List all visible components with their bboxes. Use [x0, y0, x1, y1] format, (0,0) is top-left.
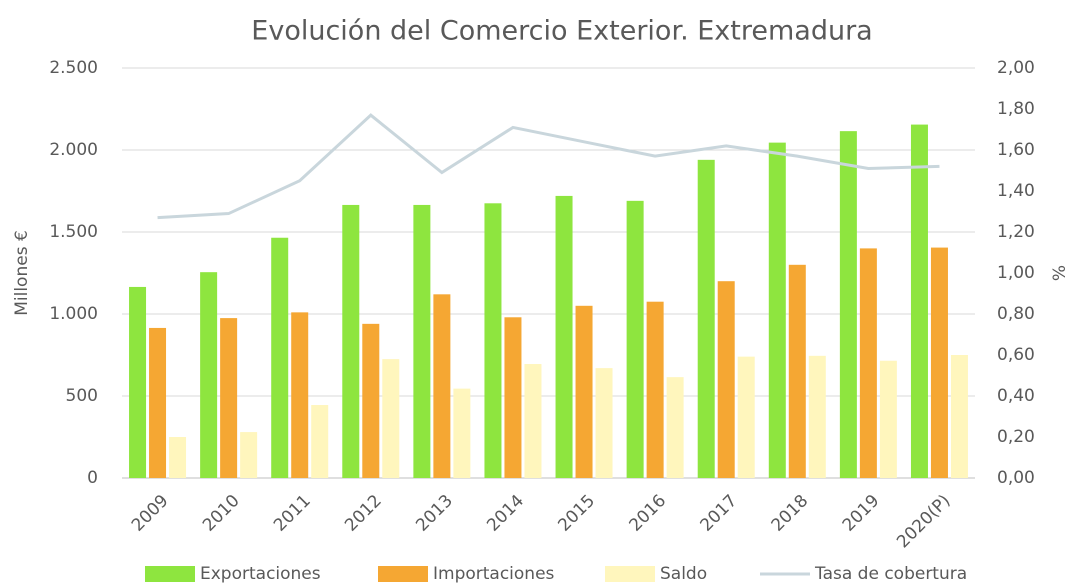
y2-tick-label: 0,40: [997, 386, 1035, 406]
x-tick-label: 2009: [128, 491, 173, 536]
bar: [910, 124, 928, 478]
x-tick-label: 2019: [839, 491, 884, 536]
bar: [271, 237, 289, 478]
y2-tick-label: 0,00: [997, 468, 1035, 488]
legend-label: Exportaciones: [200, 564, 321, 584]
y2-tick-label: 0,20: [997, 427, 1035, 447]
x-tick-label: 2014: [483, 491, 528, 536]
y-axis-label: Millones €: [12, 230, 32, 316]
y2-tick-label: 2,00: [997, 58, 1035, 78]
bar: [382, 359, 400, 478]
bar: [504, 317, 522, 478]
y-tick-label: 500: [66, 386, 98, 406]
bar: [362, 323, 380, 478]
bar: [311, 405, 329, 478]
legend-swatch: [378, 566, 428, 582]
y2-axis-label: %: [1050, 265, 1070, 281]
bar: [626, 200, 644, 478]
legend-label: Saldo: [660, 564, 707, 584]
bar: [879, 360, 897, 478]
bar: [768, 142, 786, 478]
legend-label: Importaciones: [433, 564, 555, 584]
x-tick-label: 2016: [625, 491, 670, 536]
bar: [220, 318, 238, 478]
y2-tick-label: 1,20: [997, 222, 1035, 242]
bar: [646, 301, 664, 478]
x-tick-label: 2017: [697, 491, 742, 536]
bar: [737, 356, 755, 478]
y2-tick-label: 0,80: [997, 304, 1035, 324]
bar: [240, 432, 258, 478]
y-tick-label: 2.000: [49, 140, 98, 160]
bar: [717, 281, 735, 478]
x-tick-label: 2020(P): [893, 491, 954, 552]
y-tick-label: 1.000: [49, 304, 98, 324]
legend-label: Tasa de cobertura: [814, 564, 967, 584]
bar: [930, 247, 948, 478]
bar: [859, 248, 877, 478]
bar: [342, 204, 360, 478]
bar: [413, 204, 431, 478]
bar: [453, 388, 471, 478]
x-tick-label: 2018: [768, 491, 813, 536]
legend-swatch: [145, 566, 195, 582]
bar: [129, 286, 147, 478]
y2-tick-label: 1,60: [997, 140, 1035, 160]
bar: [808, 355, 826, 478]
y2-tick-label: 0,60: [997, 345, 1035, 365]
x-tick-label: 2011: [270, 491, 315, 536]
y2-tick-label: 1,40: [997, 181, 1035, 201]
y2-tick-label: 1,80: [997, 99, 1035, 119]
bar: [950, 355, 968, 478]
y2-tick-label: 1,00: [997, 263, 1035, 283]
chart-title: Evolución del Comercio Exterior. Extrema…: [251, 16, 872, 47]
bar: [839, 131, 857, 478]
y-tick-label: 0: [87, 468, 98, 488]
bar: [666, 377, 684, 478]
bar: [524, 364, 542, 478]
x-tick-label: 2012: [341, 491, 386, 536]
x-tick-label: 2010: [199, 491, 244, 536]
bar: [555, 195, 573, 479]
bar: [595, 368, 613, 478]
legend-swatch: [605, 566, 655, 582]
y-tick-label: 1.500: [49, 222, 98, 242]
bar: [291, 312, 309, 478]
bar: [433, 294, 451, 478]
bar: [697, 159, 715, 478]
bar: [575, 305, 593, 478]
bar: [200, 272, 218, 478]
bar: [169, 437, 187, 478]
x-tick-label: 2013: [412, 491, 457, 536]
bar: [484, 203, 502, 479]
x-tick-label: 2015: [554, 491, 599, 536]
bar: [788, 264, 806, 478]
line-series: [157, 113, 940, 220]
bar: [149, 327, 167, 478]
y-tick-label: 2.500: [49, 58, 98, 78]
